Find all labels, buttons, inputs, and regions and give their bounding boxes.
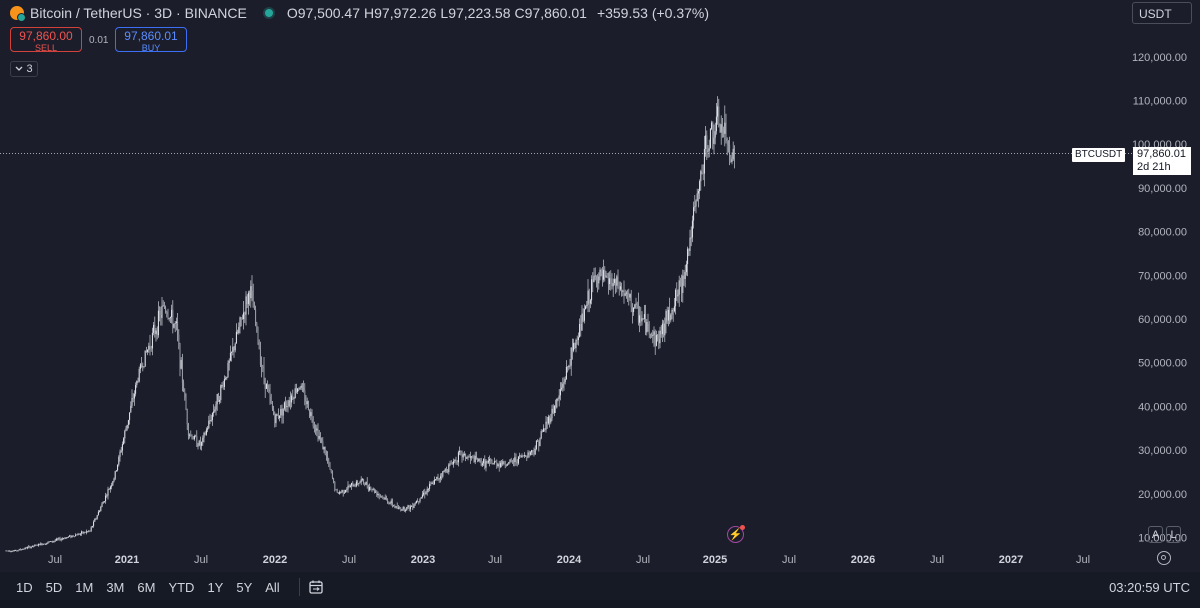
sell-button[interactable]: 97,860.00 SELL xyxy=(10,27,82,53)
timeframe-6m[interactable]: 6M xyxy=(137,579,156,595)
price-tick-label: 30,000.00 xyxy=(1138,445,1187,457)
buy-label: BUY xyxy=(141,43,161,53)
toolbar-divider xyxy=(298,578,300,596)
timeframe-5d[interactable]: 5D xyxy=(45,579,63,595)
close-label: C xyxy=(514,5,525,21)
price-tick-label: 40,000.00 xyxy=(1138,401,1187,413)
buy-button[interactable]: 97,860.01 BUY xyxy=(115,27,187,53)
chart-header: Bitcoin / TetherUS · 3D · BINANCE O97,50… xyxy=(0,0,1128,26)
candles xyxy=(5,96,735,553)
spread-value: 0.01 xyxy=(89,35,109,46)
time-axis-label: 2023 xyxy=(411,554,435,566)
timeframe-1d[interactable]: 1D xyxy=(16,579,33,595)
calendar-range-icon[interactable] xyxy=(308,579,324,595)
price-tick-label: 50,000.00 xyxy=(1138,358,1187,370)
price-tick-label: 80,000.00 xyxy=(1138,227,1187,239)
settings-gear-icon[interactable] xyxy=(1157,551,1171,565)
time-axis-label: Jul xyxy=(342,554,356,566)
price-tick-label: 20,000.00 xyxy=(1138,489,1187,501)
bottom-toolbar: 1D 5D 1M 3M 6M YTD 1Y 5Y All 03:20:59 UT… xyxy=(0,574,1200,600)
time-axis-label: Jul xyxy=(488,554,502,566)
symbol-title[interactable]: Bitcoin / TetherUS · 3D · BINANCE xyxy=(30,5,247,21)
low-label: L xyxy=(440,5,449,21)
sell-price: 97,860.00 xyxy=(19,29,73,43)
chart-area[interactable] xyxy=(0,0,1200,572)
open-label: O xyxy=(286,5,298,21)
symbol-tag: BTCUSDT xyxy=(1072,148,1126,162)
price-chart[interactable]: 120,000.00110,000.00100,000.0090,000.008… xyxy=(0,0,1200,572)
timeframe-all[interactable]: All xyxy=(265,579,280,595)
market-status-icon[interactable] xyxy=(264,9,273,17)
time-axis-label: 2022 xyxy=(263,554,287,566)
currency-select[interactable]: USDT xyxy=(1132,2,1192,24)
log-scale-button[interactable]: L xyxy=(1166,526,1181,543)
time-axis-label: Jul xyxy=(1076,554,1090,566)
price-tick-label: 60,000.00 xyxy=(1138,314,1187,326)
time-axis-label: 2021 xyxy=(115,554,139,566)
auto-scale-button[interactable]: A xyxy=(1148,526,1163,543)
high-label: H xyxy=(364,5,375,21)
time-axis-label: Jul xyxy=(194,554,208,566)
close-value: 97,860.01 xyxy=(524,5,587,21)
chevron-down-icon xyxy=(15,66,23,71)
open-value: 97,500.47 xyxy=(297,5,360,21)
candle-countdown: 2d 21h xyxy=(1137,161,1171,173)
timeframe-5y[interactable]: 5Y xyxy=(236,579,253,595)
indicators-toggle[interactable]: 3 xyxy=(10,61,38,77)
utc-clock[interactable]: 03:20:59 UTC xyxy=(1109,579,1190,595)
low-value: 97,223.58 xyxy=(448,5,511,21)
price-tick-label: 120,000.00 xyxy=(1132,52,1187,64)
price-tick-label: 110,000.00 xyxy=(1133,96,1187,108)
time-axis-label: 2027 xyxy=(999,554,1023,566)
timeframe-1m[interactable]: 1M xyxy=(75,579,94,595)
price-tick-label: 70,000.00 xyxy=(1138,270,1187,282)
timeframe-3m[interactable]: 3M xyxy=(106,579,125,595)
indicators-count: 3 xyxy=(26,63,33,75)
ohlc-values: O97,500.47 H97,972.26 L97,223.58 C97,860… xyxy=(287,5,709,21)
timeframe-ytd[interactable]: YTD xyxy=(168,579,195,595)
change-value: +359.53 (+0.37%) xyxy=(596,5,710,21)
price-tick-label: 90,000.00 xyxy=(1138,183,1187,195)
bitcoin-icon xyxy=(10,6,26,22)
last-price-tag: 97,860.01 2d 21h xyxy=(1133,147,1191,175)
time-axis-label: 2025 xyxy=(703,554,727,566)
high-value: 97,972.26 xyxy=(374,5,437,21)
time-axis-label: Jul xyxy=(636,554,650,566)
time-axis-label: 2026 xyxy=(851,554,875,566)
last-price: 97,860.01 xyxy=(1137,148,1186,160)
sell-label: SELL xyxy=(34,43,58,53)
time-axis-label: Jul xyxy=(782,554,796,566)
time-axis-label: Jul xyxy=(930,554,944,566)
event-lightning-icon[interactable]: ⚡ xyxy=(727,525,745,543)
time-axis-label: 2024 xyxy=(557,554,582,566)
bottom-border xyxy=(0,600,1200,608)
time-axis-label: Jul xyxy=(48,554,62,566)
buy-price: 97,860.01 xyxy=(124,29,178,43)
timeframe-1y[interactable]: 1Y xyxy=(207,579,224,595)
